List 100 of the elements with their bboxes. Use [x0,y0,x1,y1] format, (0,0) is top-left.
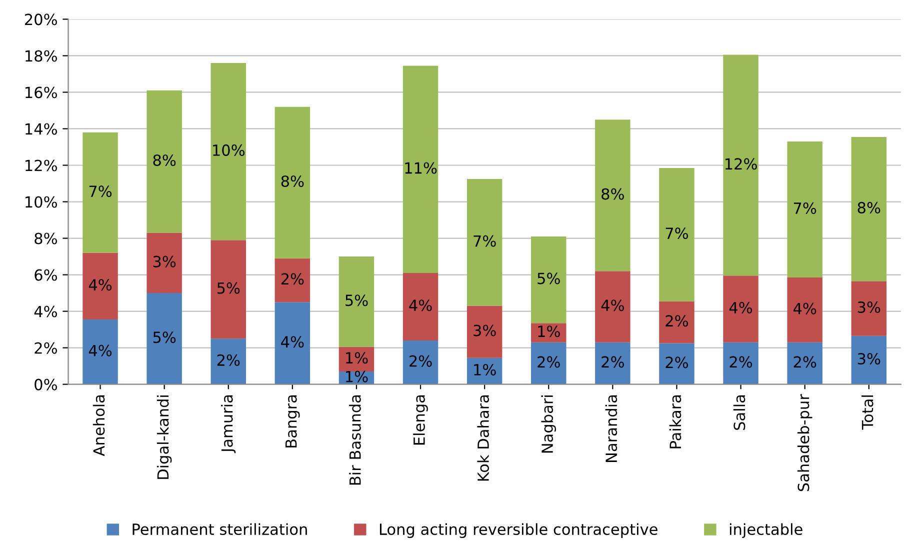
bar [146,232,182,294]
data-label: 2% [410,355,432,367]
bar [402,66,438,273]
data-label: 11% [405,162,437,174]
data-label: 1% [346,370,368,382]
data-label: 2% [666,356,688,368]
x-tick-label: Salla [733,395,746,430]
data-label: 7% [474,235,496,247]
y-tick-label: 4% [34,306,57,318]
bar [851,136,886,282]
data-label: 2% [730,356,752,368]
data-label: 2% [281,273,304,285]
data-label: 5% [538,272,560,284]
data-label: 1% [346,352,368,364]
x-tick-label: Bangra [286,395,300,448]
x-tick-label: Anehola [92,395,105,456]
y-tick-label: 6% [34,269,57,281]
data-label: 7% [666,227,688,240]
bar [531,323,566,342]
bar [787,278,822,342]
x-tick-label: Bir Basunda [349,395,361,485]
bar [723,342,758,384]
data-label: 10% [213,144,245,156]
x-tick-label: Nagbari [541,395,556,453]
y-tick-label: 18% [26,50,57,62]
x-tick-label: Elenga [413,395,428,445]
bar [787,342,822,384]
data-label: 12% [725,158,757,170]
y-tick-label: 14% [26,123,57,135]
legend-label: Permanent sterilization [132,523,307,536]
bar [274,106,310,258]
bar [146,293,182,384]
y-tick-label: 16% [26,86,57,98]
data-label: 1% [474,364,496,376]
bar [531,236,566,324]
bar [659,343,694,384]
y-tick-label: 8% [34,232,57,244]
x-tick-label: Paikara [669,395,682,448]
bar [402,272,438,340]
x-tick-label: Narandia [605,395,618,462]
data-label: 3% [474,324,496,336]
bar [274,302,310,384]
bar [787,142,822,278]
data-label: 5% [346,294,368,306]
data-label: 3% [858,301,880,313]
data-label: 3% [858,352,880,365]
bar [723,276,758,342]
bar [595,120,630,272]
data-label: 4% [409,300,432,312]
data-label: 4% [729,302,752,314]
bar [402,340,438,384]
bar [659,301,694,344]
x-tick-label: Sahadeb-pur [797,394,812,492]
data-label: 5% [153,332,176,344]
data-label: 2% [666,315,688,327]
x-tick-label: Jamuria [220,395,236,454]
y-tick-label: 2% [34,342,57,354]
bar [595,271,630,342]
legend-label: Long acting reversible contraceptive [380,523,658,538]
x-tick-label: Total [861,395,874,430]
y-tick-label: 0% [34,378,57,390]
y-tick-label: 10% [26,196,57,208]
data-label: 4% [601,300,624,312]
data-label: 2% [217,354,240,366]
data-label: 8% [602,188,624,200]
bar [338,346,374,372]
data-label: 8% [858,202,880,214]
data-label: 4% [281,336,304,348]
data-label: 4% [793,302,816,314]
bar [466,306,502,358]
x-tick-label: Kok Dahara [477,395,490,481]
data-label: 1% [538,326,560,338]
bar [82,132,118,253]
bar [723,54,758,276]
data-label: 7% [794,202,816,214]
data-label: 2% [602,356,624,368]
data-label: 7% [89,186,112,198]
data-label: 4% [88,279,112,291]
y-tick-label: 12% [26,160,57,172]
bar [595,342,630,384]
data-label: 8% [281,175,304,188]
bar [146,90,182,233]
bar [82,252,118,320]
bar [531,342,566,384]
data-label: 8% [153,154,176,166]
bar [851,336,886,384]
x-tick-label: Digal-kandi [156,395,172,479]
bar [274,258,310,302]
bar [210,63,246,240]
data-label: 5% [217,282,240,294]
data-label: 3% [153,256,176,268]
bar [466,178,502,306]
y-tick-label: 20% [24,14,57,26]
bar [659,168,694,302]
bar [210,338,246,384]
legend-label: injectable [730,523,802,538]
bar [210,240,246,339]
data-label: 4% [88,344,112,356]
bar [338,256,374,347]
bar [851,281,886,336]
